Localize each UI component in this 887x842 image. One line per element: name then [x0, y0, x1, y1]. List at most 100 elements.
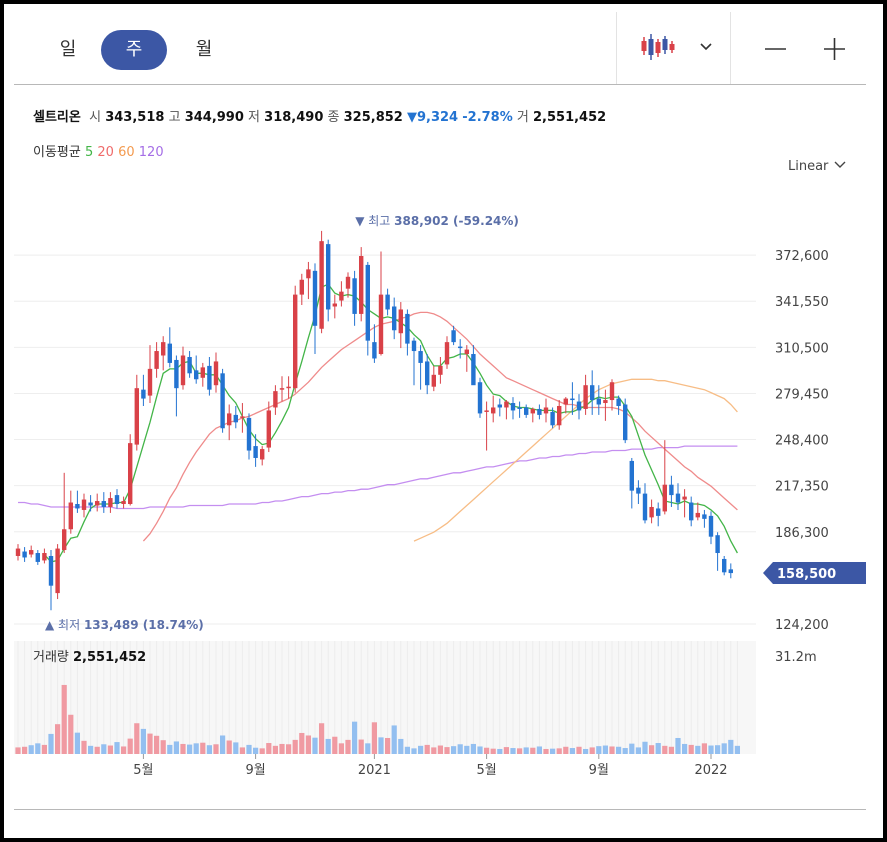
volume-bar: [728, 739, 734, 754]
volume-bar: [266, 743, 272, 754]
candle-body: [121, 501, 126, 505]
x-tick-label: 2021: [358, 763, 391, 778]
candle-body: [656, 508, 661, 516]
y-tick-label: 248,400: [775, 434, 829, 449]
candle-body: [444, 342, 450, 365]
tab-month[interactable]: 월: [195, 39, 213, 60]
ma60-legend[interactable]: 60: [118, 145, 135, 160]
volume-bar: [332, 736, 338, 754]
candle-body: [75, 504, 80, 509]
volume-bar: [398, 738, 404, 754]
candle-body: [458, 346, 463, 349]
volume-bar: [536, 746, 542, 754]
candle-body: [392, 306, 397, 331]
low-annotation: ▲ 최저 133,489 (18.74%): [45, 618, 204, 632]
change-percent: -2.78%: [462, 110, 513, 125]
ma120-line: [18, 445, 738, 510]
candle-body: [293, 294, 298, 389]
ma20-legend[interactable]: 20: [97, 145, 114, 160]
zoom-out-icon[interactable]: [759, 32, 791, 64]
candle-body: [530, 408, 535, 414]
bottom-divider: [14, 809, 866, 810]
volume-bar: [272, 745, 278, 754]
candle-body: [411, 340, 417, 352]
candle-body: [616, 398, 621, 406]
volume-bar: [319, 723, 325, 754]
candle-body: [101, 501, 106, 507]
volume-bar: [48, 733, 54, 754]
candle-body: [15, 548, 21, 556]
x-tick-label: 5월: [133, 763, 153, 778]
tab-day[interactable]: 일: [59, 39, 77, 60]
scale-dropdown[interactable]: Linear: [788, 159, 847, 174]
candle-body: [464, 349, 469, 355]
candle-body: [200, 367, 205, 378]
volume-bar: [22, 746, 28, 754]
candle-body: [326, 244, 331, 310]
candle-body: [550, 411, 555, 426]
volume-bar: [484, 747, 490, 754]
volume-bar: [517, 748, 523, 754]
volume-bar: [411, 748, 417, 754]
volume-bar: [74, 732, 80, 754]
volume-bar: [385, 737, 391, 754]
volume-bar: [259, 748, 265, 754]
candle-body: [220, 373, 225, 429]
candle-body: [669, 484, 674, 496]
candle-body: [147, 368, 153, 396]
candle-body: [253, 446, 258, 458]
candle-body: [675, 493, 681, 503]
zoom-in-icon[interactable]: [818, 32, 850, 64]
price-chart[interactable]: 372,600 341,550 310,500 279,450 248,400 217,3…: [4, 179, 883, 819]
volume-bar: [503, 747, 509, 754]
volume-bar: [616, 746, 622, 754]
volume-bar: [470, 743, 476, 754]
volume-bar: [437, 745, 443, 754]
high-value: 344,990: [184, 110, 244, 125]
candle-body: [385, 294, 390, 310]
volume-bar: [662, 745, 668, 754]
candle-body: [438, 365, 443, 375]
ma120-legend[interactable]: 120: [138, 145, 164, 160]
candle-body: [590, 385, 595, 401]
volume-value: 2,551,452: [533, 110, 607, 125]
candle-body: [55, 548, 60, 594]
x-tick-label: 5월: [476, 763, 496, 778]
candle-body: [603, 400, 608, 404]
volume-bar: [715, 745, 721, 754]
candle-body: [431, 374, 436, 387]
volume-bar: [61, 684, 67, 754]
close-label: 종: [327, 110, 340, 125]
chart-panel: 일 주 월 셀트리온: [4, 4, 883, 838]
volume-bar: [695, 745, 701, 754]
volume-bar: [635, 747, 641, 754]
y-tick-label: 310,500: [775, 341, 829, 356]
candle-body: [596, 398, 601, 405]
candle-body: [662, 484, 667, 512]
candle-body: [722, 558, 727, 573]
open-label: 시: [89, 110, 102, 125]
candle-body: [141, 389, 146, 399]
volume-bar: [431, 747, 437, 754]
candle-body: [537, 408, 542, 415]
candle-body: [174, 359, 179, 389]
candle-body: [609, 382, 615, 401]
change-value: ▼9,324: [406, 110, 459, 125]
candle-body: [557, 405, 562, 426]
candle-body: [702, 514, 707, 519]
candle-body: [629, 460, 634, 491]
volume-bar: [457, 744, 463, 754]
candle-body: [114, 495, 120, 505]
candlestick-icon: [641, 34, 712, 60]
volume-bar: [543, 748, 549, 754]
volume-bar: [253, 747, 259, 754]
candle-body: [471, 354, 476, 386]
ma5-legend[interactable]: 5: [84, 145, 94, 160]
volume-bar: [655, 743, 661, 754]
candle-body: [48, 555, 54, 586]
tab-week[interactable]: 주: [101, 30, 167, 70]
moving-average-legend: 이동평균 5 20 60 120: [33, 141, 164, 160]
chart-type-dropdown[interactable]: [616, 12, 731, 84]
candle-body: [715, 535, 720, 554]
x-tick-label: 9월: [589, 763, 609, 778]
